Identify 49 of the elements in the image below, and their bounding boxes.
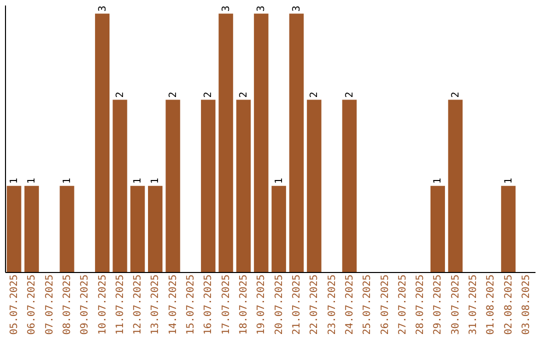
- x-tick-label: 06.07.2025: [26, 274, 38, 335]
- x-tick-label: 11.07.2025: [114, 274, 126, 335]
- data-label: 1: [274, 178, 285, 184]
- data-label: 3: [291, 6, 302, 12]
- x-tick-label: 28.07.2025: [415, 274, 426, 335]
- x-tick-label: 22.07.2025: [309, 274, 320, 335]
- data-label: 1: [26, 178, 38, 184]
- x-tick-label: 08.07.2025: [62, 274, 73, 335]
- data-label: 1: [150, 178, 162, 184]
- x-tick-label: 25.07.2025: [362, 274, 374, 335]
- data-label: 3: [97, 6, 108, 12]
- data-label: 2: [168, 92, 179, 98]
- x-tick-label: 23.07.2025: [326, 274, 338, 335]
- data-label: 2: [203, 92, 214, 98]
- x-tick-label: 17.07.2025: [220, 274, 232, 335]
- x-tick-label: 15.07.2025: [186, 274, 197, 335]
- data-label: 2: [114, 92, 126, 98]
- data-label: 2: [344, 92, 356, 98]
- x-tick-label: 24.07.2025: [344, 274, 356, 335]
- x-tick-label: 16.07.2025: [203, 274, 214, 335]
- x-tick-label: 02.08.2025: [503, 274, 514, 335]
- x-tick-label: 21.07.2025: [291, 274, 302, 335]
- data-label: 1: [9, 178, 20, 184]
- data-label: 3: [256, 6, 268, 12]
- data-label: 2: [450, 92, 462, 98]
- data-label: 1: [132, 178, 144, 184]
- x-tick-label: 07.07.2025: [44, 274, 56, 335]
- x-tick-label: 19.07.2025: [256, 274, 268, 335]
- x-tick-label: 26.07.2025: [380, 274, 391, 335]
- x-tick-label: 01.08.2025: [486, 274, 497, 335]
- data-label: 1: [503, 178, 514, 184]
- data-label: 1: [62, 178, 73, 184]
- x-tick-label: 12.07.2025: [132, 274, 144, 335]
- x-tick-label: 27.07.2025: [397, 274, 408, 335]
- data-label: 3: [220, 6, 232, 12]
- x-tick-label: 13.07.2025: [150, 274, 162, 335]
- x-tick-label: 09.07.2025: [80, 274, 91, 335]
- data-label: 2: [309, 92, 320, 98]
- x-tick-label: 29.07.2025: [432, 274, 444, 335]
- x-tick-label: 03.08.2025: [520, 274, 532, 335]
- data-label: 1: [432, 178, 444, 184]
- data-label: 2: [238, 92, 250, 98]
- x-tick-label: 18.07.2025: [238, 274, 250, 335]
- x-tick-label: 10.07.2025: [97, 274, 108, 335]
- x-tick-label: 14.07.2025: [168, 274, 179, 335]
- x-tick-label: 30.07.2025: [450, 274, 462, 335]
- x-tick-label: 05.07.2025: [9, 274, 20, 335]
- x-tick-label: 20.07.2025: [274, 274, 285, 335]
- x-tick-label: 31.07.2025: [468, 274, 480, 335]
